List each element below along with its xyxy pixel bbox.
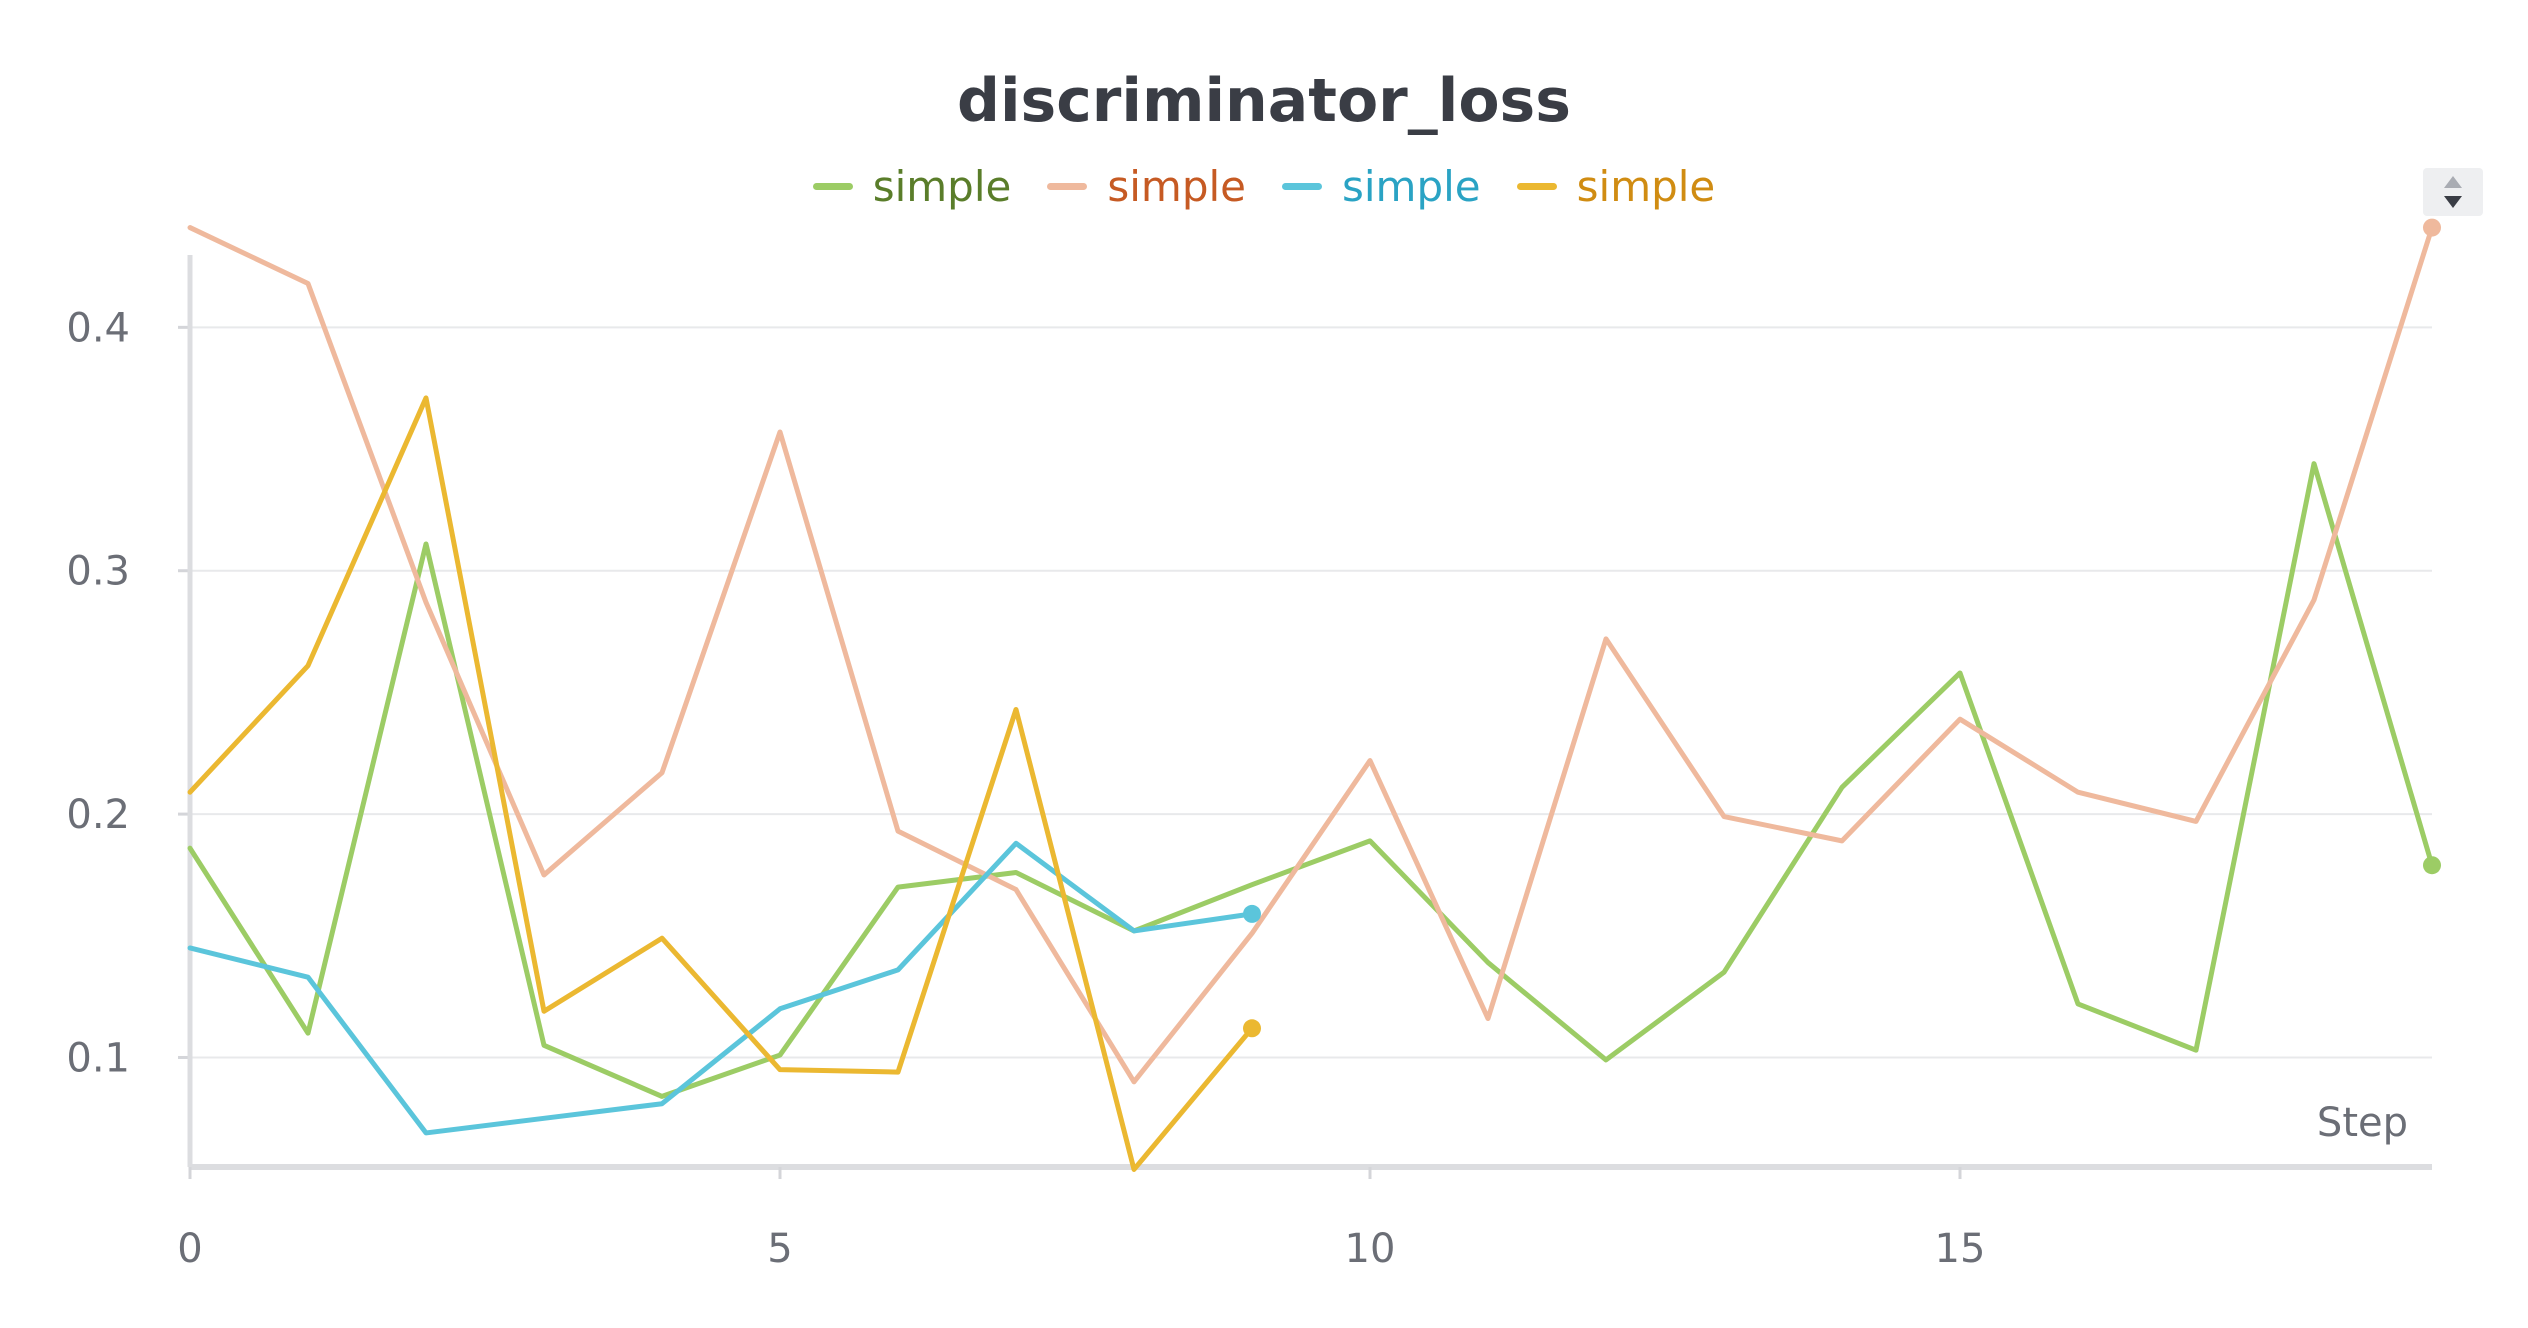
x-tick-label: 0 (177, 1226, 202, 1272)
x-tick-label: 10 (1345, 1226, 1396, 1272)
legend-swatch-series-4 (1516, 183, 1557, 190)
legend-label-series-3: simple (1342, 162, 1481, 211)
legend-swatch-series-1 (812, 183, 853, 190)
chart-legend: simple simple simple simple (0, 162, 2528, 211)
series-line-3 (187, 840, 1255, 1136)
scroll-up-icon[interactable] (2444, 176, 2462, 188)
legend-label-series-2: simple (1107, 162, 1246, 211)
legend-item-series-3[interactable]: simple (1282, 162, 1481, 211)
legend-swatch-series-3 (1282, 183, 1322, 190)
legend-label-series-4: simple (1576, 162, 1716, 211)
legend-item-series-2[interactable]: simple (1047, 162, 1246, 211)
chart-title: discriminator_loss (957, 66, 1571, 136)
y-tick-label: 0.2 (66, 792, 130, 838)
scroll-down-icon[interactable] (2444, 196, 2462, 208)
legend-item-series-4[interactable]: simple (1516, 162, 1716, 211)
x-tick-label: 5 (767, 1226, 792, 1272)
series-line-4 (187, 395, 1255, 1172)
x-axis-label: Step (2317, 1100, 2408, 1146)
series-line-1 (187, 461, 2435, 1099)
y-tick-label: 0.4 (66, 305, 130, 351)
series-end-point-4 (1243, 1019, 1261, 1038)
series-end-point-1 (2423, 856, 2441, 875)
legend-item-series-1[interactable]: simple (812, 162, 1012, 211)
series-end-point-2 (2423, 218, 2441, 237)
x-tick-label: 15 (1935, 1226, 1986, 1272)
series-end-point-3 (1243, 904, 1261, 923)
legend-swatch-series-2 (1047, 183, 1088, 190)
y-tick-label: 0.1 (66, 1035, 130, 1081)
legend-scroll-control[interactable] (2423, 168, 2483, 216)
y-tick-label: 0.3 (66, 549, 130, 595)
legend-label-series-1: simple (872, 162, 1012, 211)
series-line-2 (187, 225, 2435, 1085)
